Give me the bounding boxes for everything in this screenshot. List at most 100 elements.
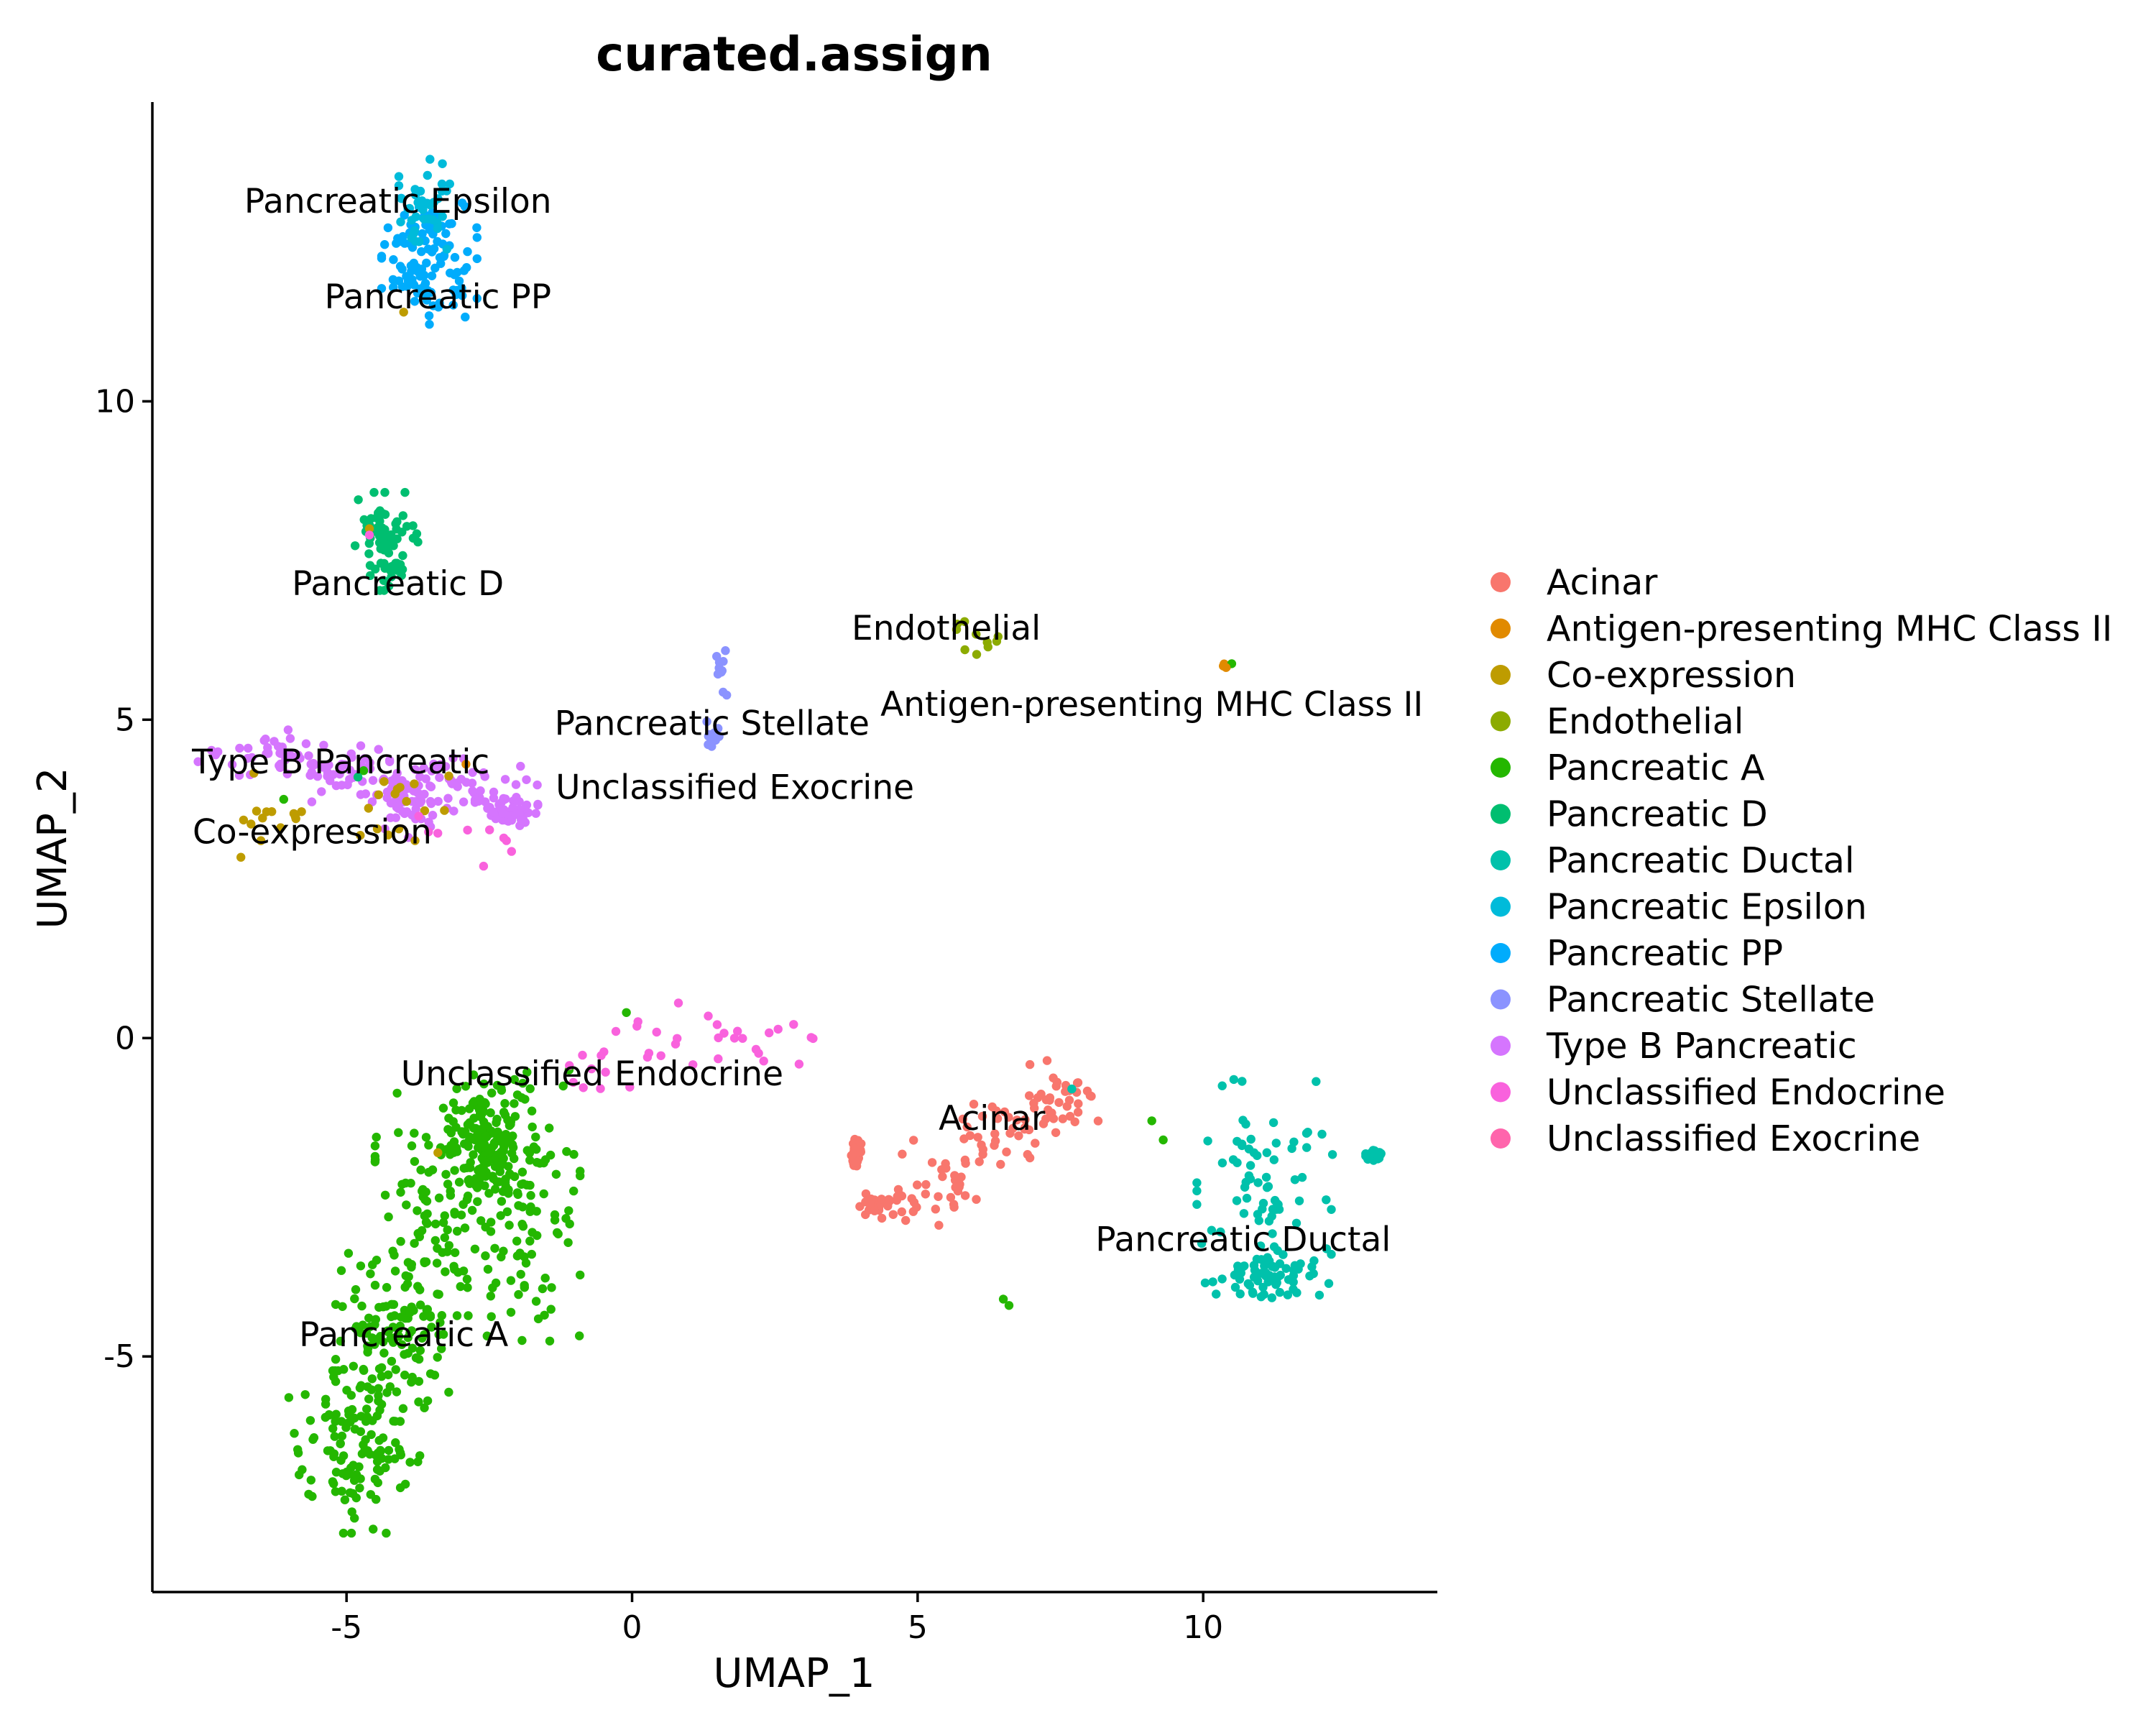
data-point [1273, 1199, 1282, 1208]
data-point [462, 1163, 471, 1173]
data-point [1307, 1262, 1317, 1271]
data-point [413, 1206, 422, 1215]
data-point [356, 741, 366, 750]
data-point [510, 1075, 519, 1085]
data-point [462, 1274, 472, 1284]
data-point [418, 229, 427, 239]
data-point [437, 179, 447, 189]
data-point [525, 1156, 535, 1165]
data-point [308, 1491, 317, 1501]
data-point [456, 1282, 465, 1292]
data-point [897, 1207, 907, 1217]
data-point [434, 1289, 443, 1300]
legend-label: Unclassified Exocrine [1547, 1118, 1920, 1159]
data-point [977, 1140, 986, 1150]
data-point [514, 1289, 523, 1300]
data-point [395, 783, 405, 792]
data-point [450, 252, 460, 262]
data-point [414, 811, 423, 821]
legend-key [1491, 1036, 1511, 1056]
data-point [520, 1095, 530, 1104]
data-point [378, 1337, 388, 1347]
data-point [377, 284, 387, 293]
y-ticks: -5 0 5 10 [95, 383, 152, 1375]
data-point [405, 1307, 415, 1316]
data-point [977, 1111, 987, 1121]
data-point [848, 1149, 857, 1159]
data-point [527, 1106, 537, 1116]
data-point [410, 297, 420, 306]
legend-key [1491, 758, 1511, 778]
data-point [390, 1251, 399, 1260]
data-point [442, 244, 451, 254]
data-point [500, 1177, 510, 1187]
data-point [380, 240, 390, 249]
data-point [440, 806, 449, 815]
data-point [855, 1202, 865, 1211]
data-point [359, 766, 369, 776]
data-point [540, 1274, 550, 1283]
data-point [368, 776, 378, 786]
data-point [673, 998, 683, 1008]
data-point [449, 806, 459, 816]
data-point [392, 517, 402, 526]
data-point [422, 1197, 432, 1206]
data-point [439, 252, 448, 261]
data-point [236, 852, 246, 862]
data-point [568, 1077, 578, 1087]
data-point [538, 1284, 548, 1294]
data-point [331, 1376, 341, 1386]
data-point [321, 1412, 330, 1422]
data-point [370, 1280, 380, 1290]
data-point [464, 1175, 474, 1184]
data-point [909, 1197, 919, 1208]
data-point [558, 1081, 568, 1091]
data-point [389, 282, 398, 293]
y-tick-label: 5 [115, 702, 135, 738]
data-point [579, 1083, 588, 1092]
data-point [1087, 1092, 1096, 1101]
data-point [611, 1026, 621, 1036]
data-point [379, 586, 389, 595]
cluster-label: Antigen-presenting MHC Class II [880, 685, 1423, 724]
data-point [359, 1364, 368, 1374]
data-point [893, 1192, 902, 1201]
cluster-label: Co-expression [193, 812, 432, 852]
data-point [306, 1476, 315, 1485]
data-point [1290, 1175, 1300, 1184]
data-point [1281, 1264, 1291, 1274]
data-point [517, 1220, 527, 1229]
data-point [384, 1212, 393, 1222]
data-point [283, 725, 293, 735]
data-point [1051, 1128, 1061, 1138]
data-point [545, 1336, 555, 1346]
data-point [486, 1292, 495, 1301]
data-point [1327, 1150, 1337, 1159]
data-point [390, 1266, 400, 1276]
data-point [379, 1348, 389, 1358]
data-point [336, 766, 346, 776]
data-point [395, 1448, 405, 1458]
data-point [394, 1128, 403, 1137]
legend-label: Co-expression [1547, 655, 1796, 696]
data-point [462, 263, 471, 272]
x-tick-label: -5 [331, 1609, 362, 1646]
legend-label: Acinar [1547, 562, 1658, 603]
data-point [1327, 1205, 1336, 1215]
data-point [426, 799, 436, 809]
data-point [444, 1113, 453, 1123]
data-point [474, 796, 484, 806]
data-point [421, 1187, 430, 1197]
data-point [275, 748, 285, 758]
data-point [293, 1448, 303, 1458]
data-point [489, 1174, 498, 1184]
data-point [402, 1200, 411, 1210]
data-point [368, 1260, 377, 1269]
data-point [387, 1356, 397, 1366]
data-point [1197, 1238, 1207, 1248]
data-point [501, 1130, 511, 1139]
data-point [340, 1495, 350, 1504]
data-point [428, 811, 438, 820]
data-point [1012, 1116, 1022, 1125]
data-point [407, 1377, 416, 1387]
